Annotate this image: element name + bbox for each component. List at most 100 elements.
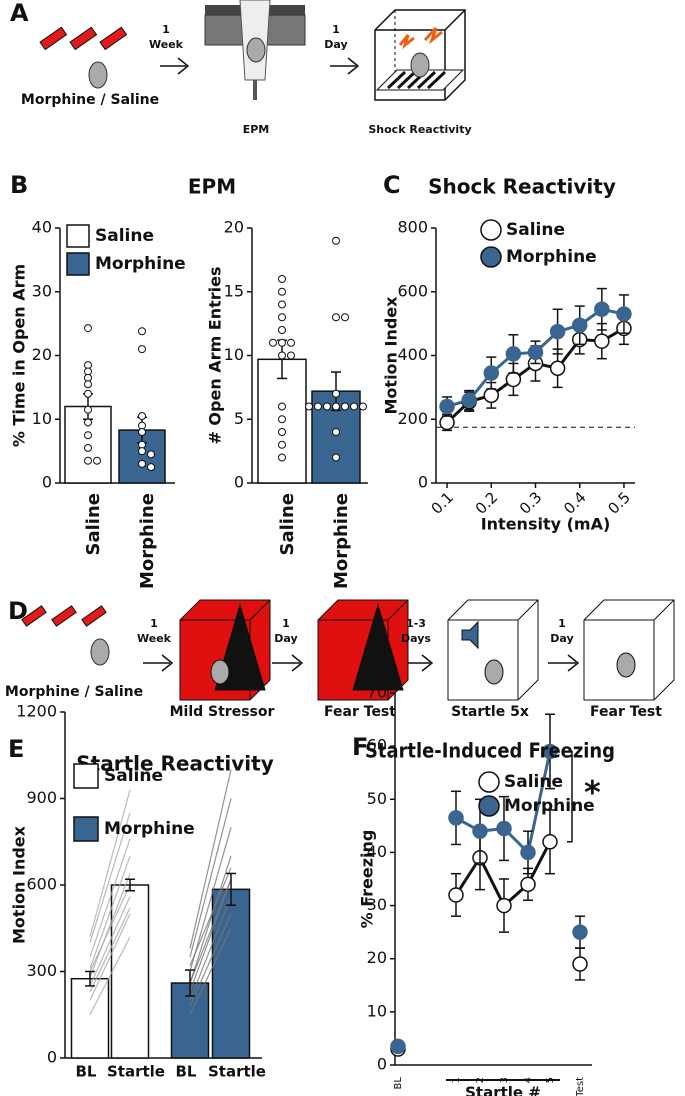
- interval-label: 1-3: [406, 617, 426, 630]
- data-point: [138, 459, 146, 468]
- data-point: [84, 324, 92, 333]
- stage-label: Mild Stressor: [170, 704, 275, 720]
- y-tick-label: 5: [234, 409, 244, 428]
- y-tick-label: 0: [42, 473, 52, 492]
- data-point: [278, 313, 286, 322]
- y-tick-label: 50: [367, 789, 387, 808]
- data-point: [278, 275, 286, 283]
- data-point: [138, 345, 146, 354]
- subject-line: [89, 873, 131, 978]
- panel-label: C: [383, 171, 401, 199]
- legend-label: Saline: [104, 766, 163, 786]
- x-tick-label: BL: [393, 1077, 404, 1090]
- subject-line: [189, 769, 232, 949]
- x-tick-label: Saline: [277, 493, 298, 555]
- data-point: [332, 428, 340, 436]
- data-point: [332, 402, 340, 411]
- subject-line: [189, 827, 232, 972]
- data-point: [84, 431, 92, 440]
- y-tick-label: 10: [367, 1001, 387, 1020]
- y-tick-label: 20: [367, 948, 387, 967]
- y-axis-label: # Open Arm Entries: [206, 266, 225, 444]
- data-point: [448, 810, 464, 826]
- data-point: [278, 402, 286, 411]
- y-tick-label: 600: [26, 875, 57, 894]
- data-point: [314, 402, 322, 411]
- data-point: [572, 924, 588, 940]
- data-point: [505, 346, 522, 362]
- data-point: [278, 440, 286, 449]
- legend-label: Morphine: [95, 254, 186, 274]
- data-point: [594, 301, 610, 318]
- data-point: [520, 876, 536, 893]
- legend-swatch: [478, 771, 500, 793]
- subject-line: [89, 789, 131, 938]
- schematic-d: [21, 599, 675, 701]
- bar: [110, 884, 150, 1059]
- y-tick-label: 60: [367, 736, 387, 755]
- line: [454, 841, 552, 908]
- data-point: [594, 333, 610, 349]
- y-tick-label: 0: [234, 473, 244, 492]
- data-point: [278, 453, 286, 462]
- legend-label: Morphine: [104, 819, 195, 839]
- subject-line: [89, 838, 131, 958]
- x-tick-label: BL: [176, 1063, 197, 1081]
- x-tick-label: 0.5: [604, 488, 634, 518]
- x-tick-label: Startle: [107, 1063, 165, 1081]
- data-point: [84, 418, 92, 427]
- stage-label: Shock Reactivity: [368, 123, 471, 136]
- chart-title: Startle-Induced Freezing: [365, 739, 615, 763]
- bar: [211, 888, 251, 1059]
- data-point: [448, 887, 464, 903]
- legend-label: Saline: [95, 226, 154, 246]
- subject-line: [89, 936, 131, 1016]
- interval-label: Days: [401, 632, 431, 645]
- y-tick-label: 10: [32, 409, 52, 428]
- interval-label: Week: [149, 38, 184, 51]
- annotation: *: [584, 774, 601, 812]
- subject-line: [189, 879, 232, 984]
- interval-label: Day: [550, 632, 573, 645]
- y-tick-label: 600: [397, 281, 428, 300]
- data-point: [439, 414, 455, 431]
- y-tick-label: 300: [26, 961, 57, 980]
- y-tick-label: 40: [32, 218, 52, 237]
- data-point: [571, 317, 588, 333]
- y-tick-label: 70: [367, 683, 387, 702]
- data-point: [549, 323, 566, 340]
- y-tick-label: 20: [224, 218, 244, 237]
- data-point: [278, 351, 286, 360]
- data-point: [138, 412, 146, 421]
- legend-swatch: [480, 219, 502, 241]
- data-point: [520, 844, 536, 861]
- y-tick-label: 20: [32, 345, 52, 364]
- legend-label: Morphine: [504, 796, 595, 816]
- y-tick-label: 400: [397, 345, 428, 364]
- data-point: [572, 956, 588, 972]
- y-axis-label: Motion Index: [10, 825, 29, 944]
- chart-title: Startle Reactivity: [76, 752, 274, 776]
- data-point: [138, 447, 146, 456]
- data-point: [549, 360, 566, 376]
- data-point: [287, 338, 295, 347]
- x-axis-label: Intensity (mA): [481, 515, 611, 534]
- y-tick-label: 10: [224, 345, 244, 364]
- group-label: Startle #: [465, 1084, 541, 1096]
- y-axis-label: Motion Index: [382, 296, 401, 415]
- y-tick-label: 30: [32, 281, 52, 300]
- data-point: [461, 392, 477, 408]
- data-point: [472, 823, 488, 839]
- y-tick-label: 1200: [16, 702, 57, 721]
- data-point: [390, 1038, 406, 1055]
- data-point: [84, 456, 92, 465]
- x-tick-label: 0.1: [427, 488, 457, 518]
- legend-swatch: [73, 763, 99, 789]
- data-point: [84, 389, 92, 398]
- y-axis-label: % Freezing: [358, 830, 377, 929]
- panel-label: A: [10, 0, 29, 27]
- x-tick-label: Morphine: [331, 493, 352, 589]
- data-point: [332, 453, 340, 462]
- y-axis-label: % Time in Open Arm: [10, 264, 29, 447]
